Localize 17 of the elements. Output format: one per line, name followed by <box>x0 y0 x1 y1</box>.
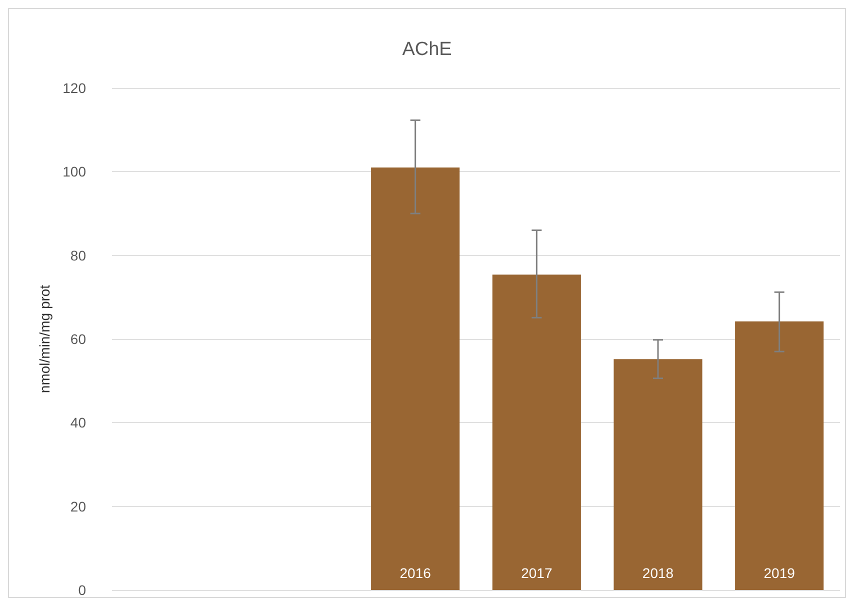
y-tick-label: 100 <box>62 164 86 180</box>
y-tick-label: 20 <box>70 498 86 514</box>
x-tick-label: 2016 <box>400 565 432 581</box>
bar <box>735 321 824 590</box>
y-tick-label: 80 <box>70 247 86 264</box>
x-tick-label: 2019 <box>764 565 796 581</box>
bar <box>614 359 702 590</box>
bar <box>492 274 581 590</box>
x-tick-label: 2018 <box>642 565 674 581</box>
x-tick-label: 2017 <box>521 565 552 581</box>
y-tick-label: 0 <box>78 582 86 598</box>
y-tick-label: 60 <box>70 331 86 347</box>
y-axis-title: nmol/min/mg prot <box>36 284 53 394</box>
y-tick-label: 120 <box>62 80 86 96</box>
bar <box>371 167 460 590</box>
y-tick-label: 40 <box>70 414 86 431</box>
chart-title: AChE <box>402 39 452 60</box>
